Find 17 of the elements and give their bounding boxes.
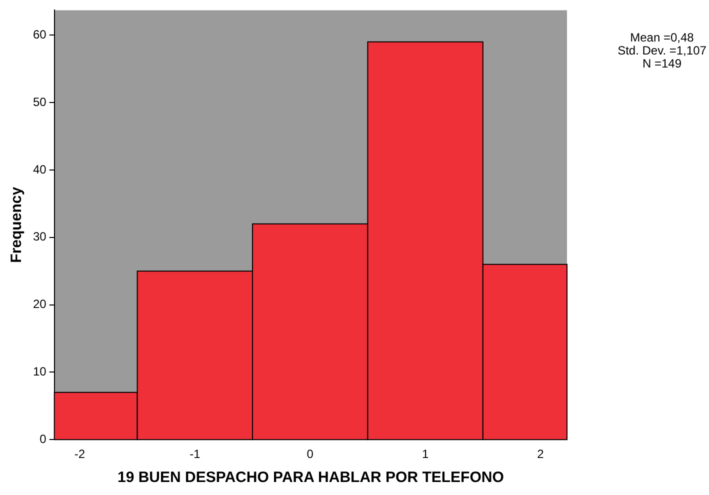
x-axis-title: 19 BUEN DESPACHO PARA HABLAR POR TELEFONO (117, 469, 504, 486)
x-tick-label: -2 (74, 447, 86, 462)
x-tick-label: -1 (190, 447, 201, 462)
y-axis-title: Frequency (8, 186, 26, 263)
text: N =149 (642, 56, 682, 70)
y-tick-label: 0 (40, 432, 47, 446)
text: Std. Dev. =1,107 (618, 43, 707, 58)
y-tick-label: 40 (32, 162, 47, 176)
y-tick-label: 30 (32, 230, 47, 244)
x-tick-label: 0 (306, 447, 314, 462)
x-tick-label: 2 (537, 447, 544, 462)
x-tick-label: 1 (422, 447, 429, 462)
y-tick-label: 10 (32, 364, 47, 379)
y-tick-label: 60 (32, 27, 47, 42)
y-tick-label: 50 (32, 94, 47, 109)
y-tick-label: 20 (32, 297, 47, 312)
text: Mean =0,48 (630, 30, 694, 44)
